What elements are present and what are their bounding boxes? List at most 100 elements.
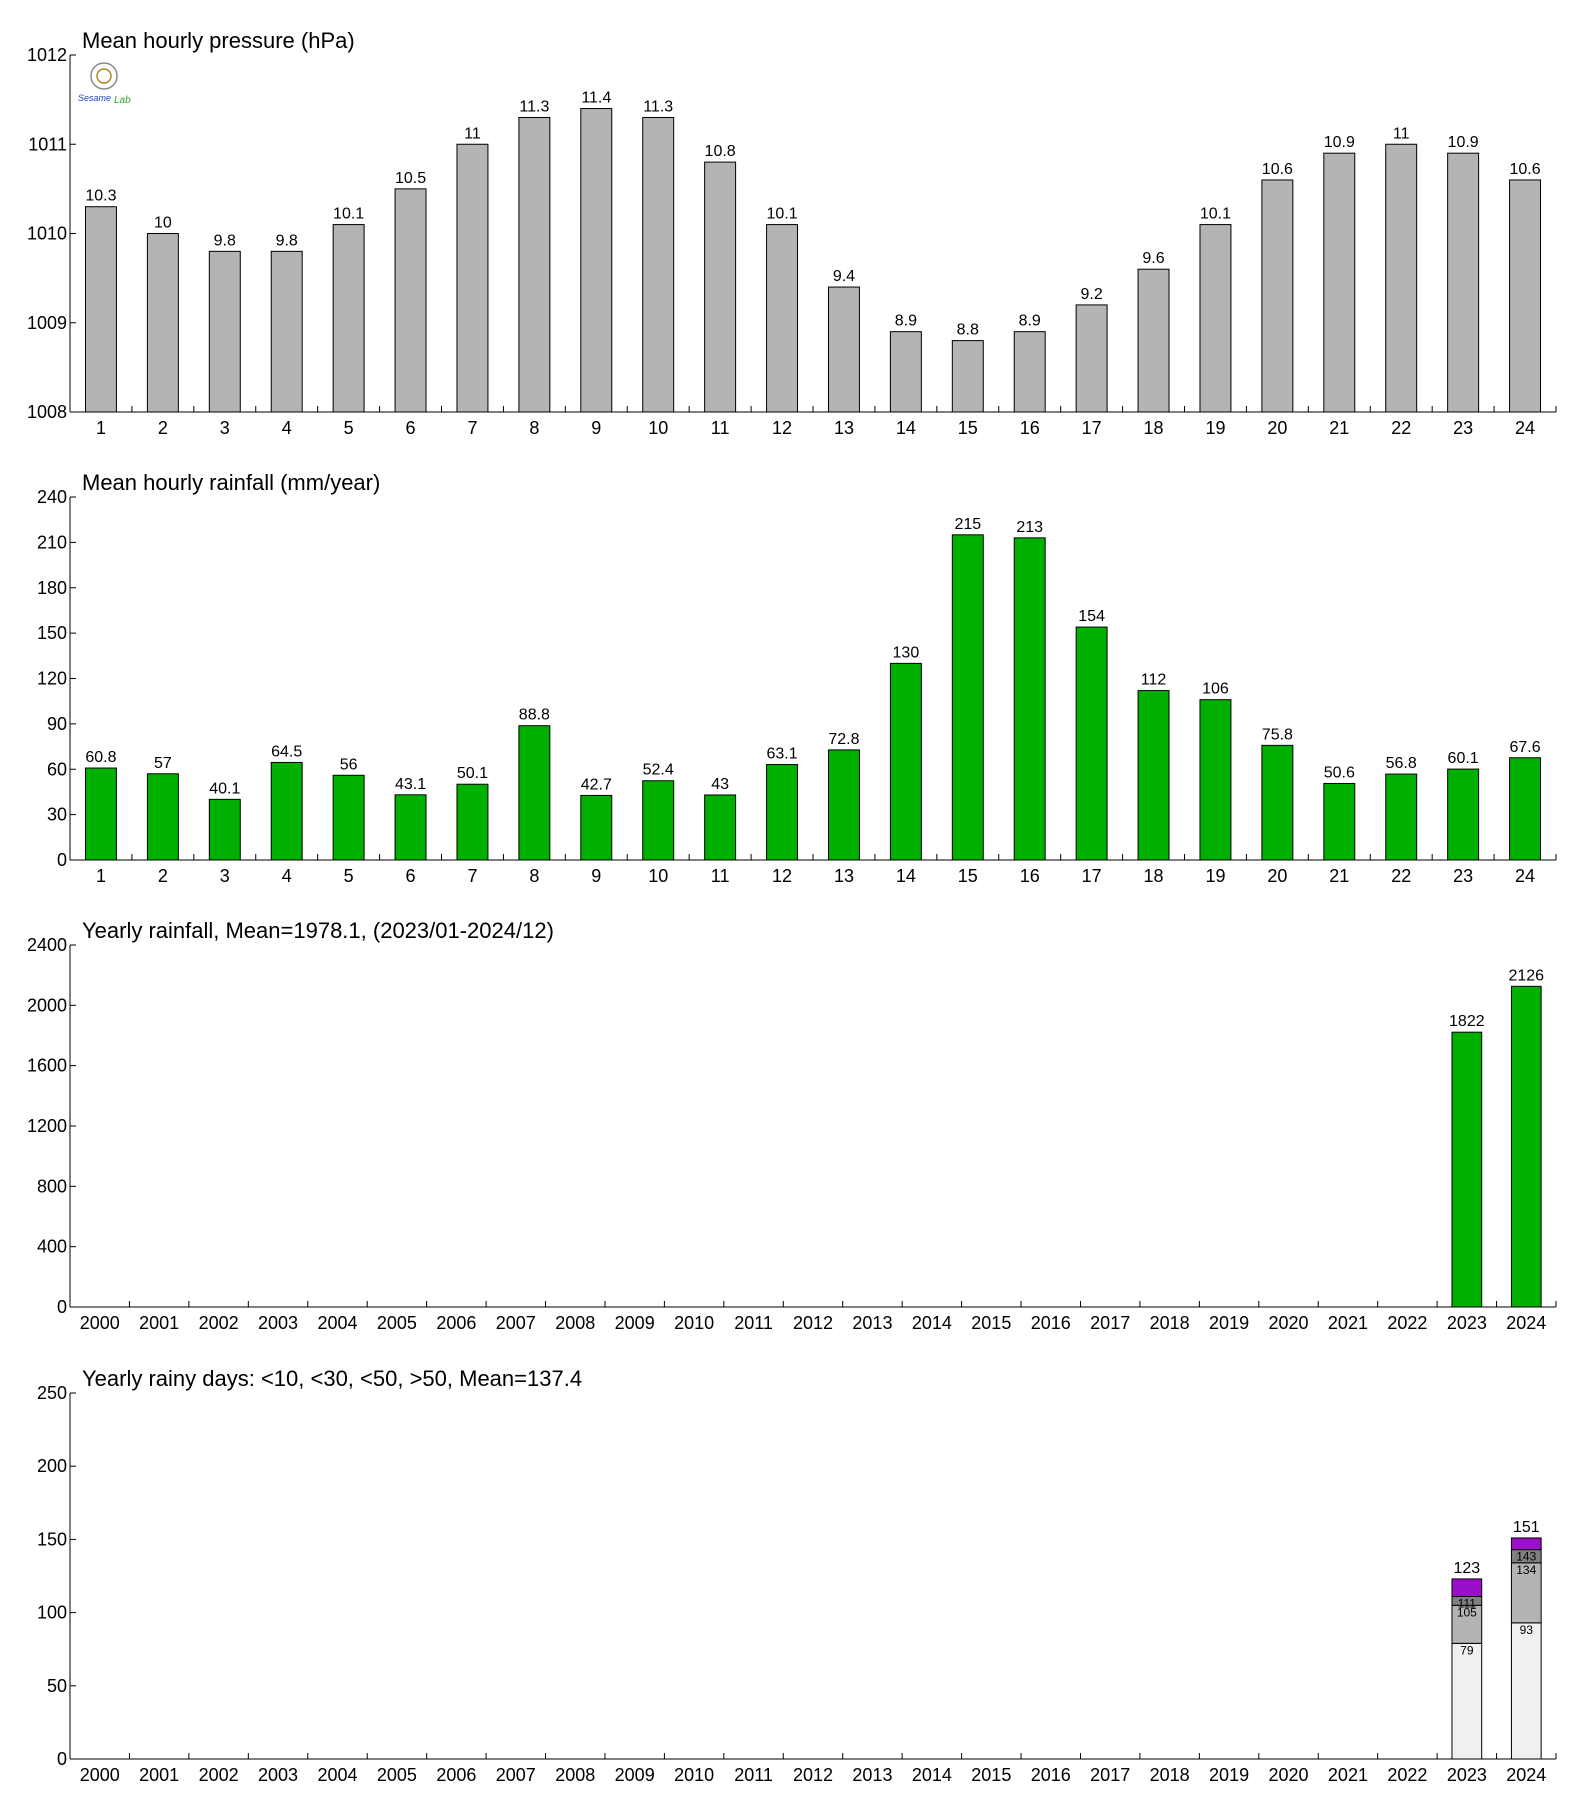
bar-data-label: 56	[340, 756, 358, 773]
x-tick-label: 2002	[199, 1765, 239, 1785]
x-tick-label: 20	[1267, 418, 1287, 438]
x-tick-label: 2007	[496, 1313, 536, 1333]
bar-data-label: 9.6	[1142, 250, 1164, 267]
bar-data-label: 10.1	[333, 206, 364, 223]
x-tick-label: 2001	[139, 1313, 179, 1333]
x-tick-label: 2018	[1150, 1313, 1190, 1333]
y-tick-label: 0	[57, 1749, 67, 1769]
bar-data-label: 9.8	[276, 232, 298, 249]
x-tick-label: 3	[220, 418, 230, 438]
bar-data-label: 60.8	[85, 749, 116, 766]
x-tick-label: 9	[591, 866, 601, 886]
x-tick-label: 21	[1329, 866, 1349, 886]
bar-data-label: 10.6	[1509, 161, 1540, 178]
stack-segment-label: 105	[1457, 1605, 1477, 1619]
stacked-segment	[1451, 1642, 1483, 1760]
bar	[1509, 179, 1542, 413]
x-tick-label: 2003	[258, 1765, 298, 1785]
x-tick-label: 20	[1267, 866, 1287, 886]
bar	[951, 340, 984, 413]
bar	[270, 250, 303, 413]
x-tick-label: 2013	[852, 1765, 892, 1785]
y-tick-label: 1200	[27, 1116, 67, 1136]
logo-text-bottom: Lab	[114, 95, 131, 106]
x-tick-label: 10	[648, 418, 668, 438]
y-tick-label: 0	[57, 850, 67, 870]
x-tick-label: 2006	[436, 1765, 476, 1785]
bar-data-label: 8.9	[1019, 313, 1041, 330]
bar-data-label: 130	[893, 644, 920, 661]
y-tick-label: 1010	[27, 224, 67, 244]
x-tick-label: 13	[834, 866, 854, 886]
x-tick-label: 2011	[734, 1765, 773, 1785]
x-tick-label: 19	[1205, 866, 1225, 886]
bar-data-label: 106	[1202, 681, 1229, 698]
y-tick-label: 1011	[28, 134, 67, 154]
y-tick-label: 1012	[27, 45, 67, 65]
stack-total-label: 123	[1453, 1560, 1480, 1577]
x-tick-label: 2015	[971, 1313, 1011, 1333]
x-tick-label: 2014	[912, 1765, 952, 1785]
x-tick-label: 2024	[1506, 1765, 1546, 1785]
bar	[332, 224, 365, 413]
x-tick-label: 22	[1391, 866, 1411, 886]
x-tick-label: 4	[282, 418, 292, 438]
x-tick-label: 11	[711, 866, 730, 886]
logo-text-top: Sesame	[78, 93, 111, 103]
bar	[580, 108, 613, 413]
x-tick-label: 2012	[793, 1765, 833, 1785]
bar-data-label: 72.8	[828, 731, 859, 748]
bar-data-label: 213	[1016, 519, 1043, 536]
x-tick-label: 23	[1453, 418, 1473, 438]
x-tick-label: 4	[282, 866, 292, 886]
bar	[704, 794, 737, 861]
bar	[1013, 537, 1046, 861]
x-tick-label: 2021	[1328, 1313, 1368, 1333]
y-tick-label: 150	[37, 623, 67, 643]
bar-data-label: 9.2	[1081, 286, 1103, 303]
x-tick-label: 22	[1391, 418, 1411, 438]
bar-data-label: 11	[1393, 125, 1410, 142]
bar	[1199, 224, 1232, 413]
x-tick-label: 12	[772, 418, 792, 438]
bar	[1137, 690, 1170, 861]
bar-data-label: 10.8	[705, 143, 736, 160]
y-tick-label: 240	[37, 487, 67, 507]
y-tick-label: 60	[47, 759, 67, 779]
x-tick-label: 2017	[1090, 1313, 1130, 1333]
bar-data-label: 88.8	[519, 707, 550, 724]
bar-data-label: 10.1	[1200, 206, 1231, 223]
x-tick-label: 5	[344, 418, 354, 438]
bar-data-label: 11.3	[643, 98, 673, 115]
y-tick-label: 1008	[27, 402, 67, 422]
bar	[1447, 768, 1480, 861]
bar-data-label: 56.8	[1386, 755, 1417, 772]
x-tick-label: 2012	[793, 1313, 833, 1333]
chart-title: Yearly rainfall, Mean=1978.1, (2023/01-2…	[82, 918, 554, 943]
x-tick-label: 2014	[912, 1313, 952, 1333]
bar-data-label: 10.3	[85, 188, 116, 205]
bar	[1385, 773, 1418, 861]
bar-data-label: 9.8	[214, 232, 236, 249]
x-tick-label: 2016	[1031, 1765, 1071, 1785]
x-tick-label: 24	[1515, 866, 1535, 886]
bar	[951, 534, 984, 861]
chart-panel-4: 0 50 100 150 200 250 Yearly rainy days: <10, <…	[37, 1366, 1557, 1785]
bar-data-label: 10.6	[1262, 161, 1293, 178]
x-tick-label: 2010	[674, 1765, 714, 1785]
x-tick-label: 2001	[139, 1765, 179, 1785]
bar-data-label: 11.3	[519, 98, 549, 115]
bar	[394, 188, 427, 413]
bar	[1075, 626, 1108, 861]
lab-logo: Sesame Lab	[78, 62, 131, 106]
x-tick-label: 2004	[317, 1765, 357, 1785]
bar-data-label: 10.5	[395, 170, 426, 187]
stack-segment-label: 111	[1458, 1596, 1477, 1610]
x-tick-label: 15	[958, 418, 978, 438]
bar	[208, 250, 241, 413]
bar	[1013, 331, 1046, 413]
y-tick-label: 1600	[27, 1056, 67, 1076]
bar	[766, 224, 799, 413]
stacked-segment	[1510, 1537, 1542, 1551]
